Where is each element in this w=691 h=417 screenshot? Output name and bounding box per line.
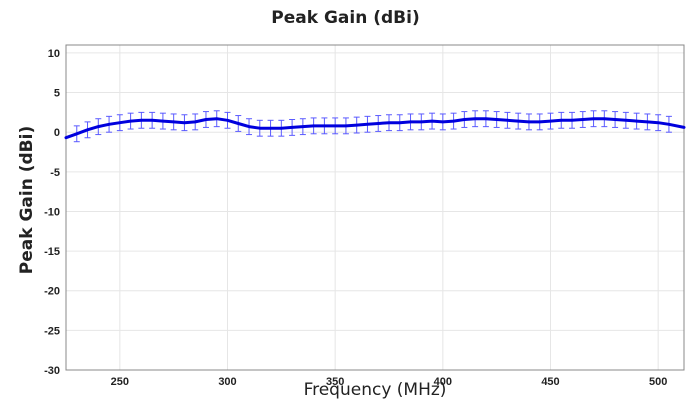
x-tick-label: 350 bbox=[326, 376, 344, 388]
x-tick-label: 450 bbox=[541, 376, 559, 388]
y-tick-label: 5 bbox=[54, 88, 60, 100]
y-tick-label: -10 bbox=[44, 206, 60, 218]
x-tick-label: 250 bbox=[111, 376, 129, 388]
y-tick-label: 10 bbox=[48, 48, 60, 60]
peak-gain-line bbox=[64, 117, 686, 140]
error-bars bbox=[73, 110, 672, 143]
plot-frame bbox=[65, 44, 685, 371]
x-tick-labels: 250 300 350 400 450 500 bbox=[111, 376, 668, 388]
x-axis-label: Frequency (MHz) bbox=[303, 380, 447, 400]
x-tick-label: 400 bbox=[434, 376, 452, 388]
x-tick-label: 500 bbox=[649, 376, 667, 388]
y-tick-label: -15 bbox=[44, 246, 60, 258]
y-tick-label: -5 bbox=[50, 167, 60, 179]
y-tick-label: -20 bbox=[44, 286, 60, 298]
x-tick-label: 300 bbox=[218, 376, 236, 388]
chart-title: Peak Gain (dBi) bbox=[271, 8, 420, 28]
y-tick-label: -25 bbox=[44, 325, 60, 337]
y-tick-labels: 10 5 0 -5 -10 -15 -20 -25 -30 bbox=[44, 48, 60, 377]
y-tick-label: 0 bbox=[54, 127, 60, 139]
grid bbox=[66, 45, 684, 370]
series-line bbox=[64, 117, 686, 140]
y-tick-label: -30 bbox=[44, 365, 60, 377]
